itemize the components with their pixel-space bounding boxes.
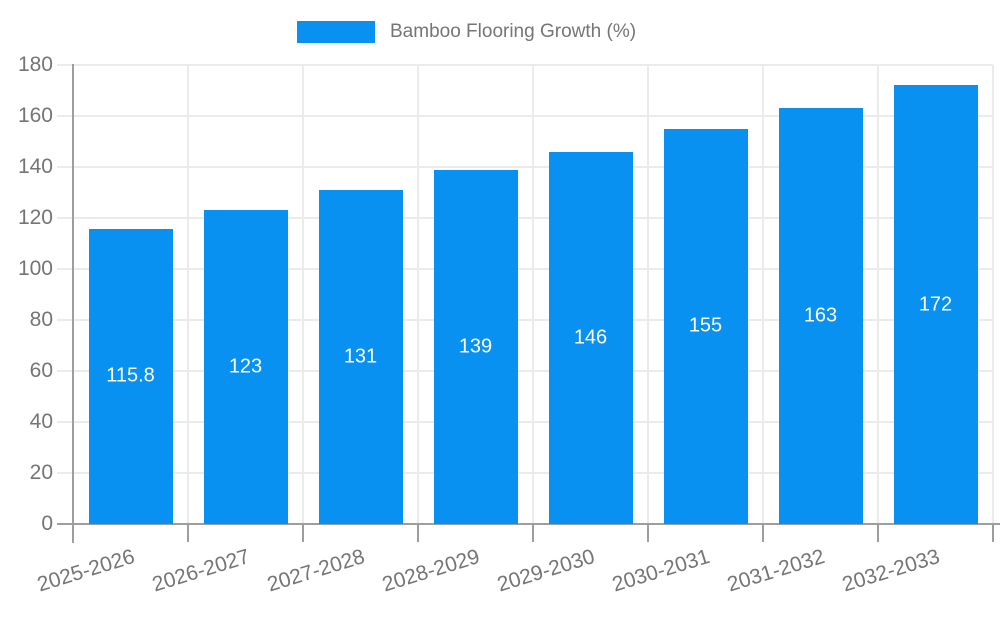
x-axis-category-label: 2026-2027 [149,545,252,597]
x-axis-tick [762,524,764,542]
bar-value-label: 123 [228,355,263,378]
y-axis-tick-label: 0 [41,512,53,535]
bar-value-label: 172 [918,293,953,316]
x-axis-tick [417,524,419,542]
bar-2027-2028: 131 [318,189,403,524]
y-axis-tick-label: 40 [29,410,53,433]
bar-value-label: 115.8 [106,364,155,387]
bar-2032-2033: 172 [893,85,978,524]
bar-value-label: 139 [458,335,493,358]
y-gridline [57,115,993,117]
bar-2030-2031: 155 [663,128,748,524]
bar-2029-2030: 146 [548,151,633,524]
x-axis-tick [877,524,879,542]
x-axis-category-label: 2031-2032 [724,545,827,597]
bar-value-label: 131 [343,345,378,368]
y-axis-line [72,64,74,543]
x-gridline [417,65,419,524]
x-axis-tick [187,524,189,542]
x-gridline [762,65,764,524]
chart-legend: Bamboo Flooring Growth (%) [297,21,636,43]
y-gridline [57,217,993,219]
bar-value-label: 155 [688,314,723,337]
y-gridline [57,166,993,168]
y-gridline [57,268,993,270]
y-gridline [57,64,993,66]
x-gridline [532,65,534,524]
bar-value-label: 146 [573,326,608,349]
y-axis-tick-label: 160 [17,104,53,127]
x-axis-category-label: 2029-2030 [494,545,597,597]
bar-value-label: 163 [803,304,838,327]
y-gridline [57,421,993,423]
bar-2031-2032: 163 [778,108,863,524]
x-axis-category-label: 2027-2028 [264,545,367,597]
y-gridline [57,319,993,321]
plot-area: 0 20 40 60 80 100 120 140 160 180 115.8 2025-2026 12… [18,53,1000,596]
x-axis-category-label: 2030-2031 [609,545,712,597]
legend-label: Bamboo Flooring Growth (%) [390,21,637,42]
x-axis-tick [647,524,649,542]
x-gridline [877,65,879,524]
x-axis-tick [532,524,534,542]
x-gridline [302,65,304,524]
legend-swatch [297,21,375,43]
y-axis-tick-label: 180 [17,53,53,76]
x-axis-category-label: 2032-2033 [839,545,942,597]
x-gridline [647,65,649,524]
bar-2026-2027: 123 [203,210,288,524]
x-axis-tick [302,524,304,542]
y-gridline [57,472,993,474]
bar-2028-2029: 139 [433,169,518,524]
x-axis-line [57,523,1000,525]
y-axis-tick-label: 20 [29,461,53,484]
y-axis-tick-label: 120 [17,206,53,229]
y-axis-tick-label: 60 [29,359,53,382]
x-axis-category-label: 2028-2029 [379,545,482,597]
y-axis-tick-label: 100 [17,257,53,280]
x-gridline [187,65,189,524]
bar-2025-2026: 115.8 [88,228,173,524]
y-axis-tick-label: 140 [17,155,53,178]
y-axis-tick-label: 80 [29,308,53,331]
x-axis-tick [992,524,994,542]
x-gridline [992,65,994,524]
y-gridline [57,370,993,372]
